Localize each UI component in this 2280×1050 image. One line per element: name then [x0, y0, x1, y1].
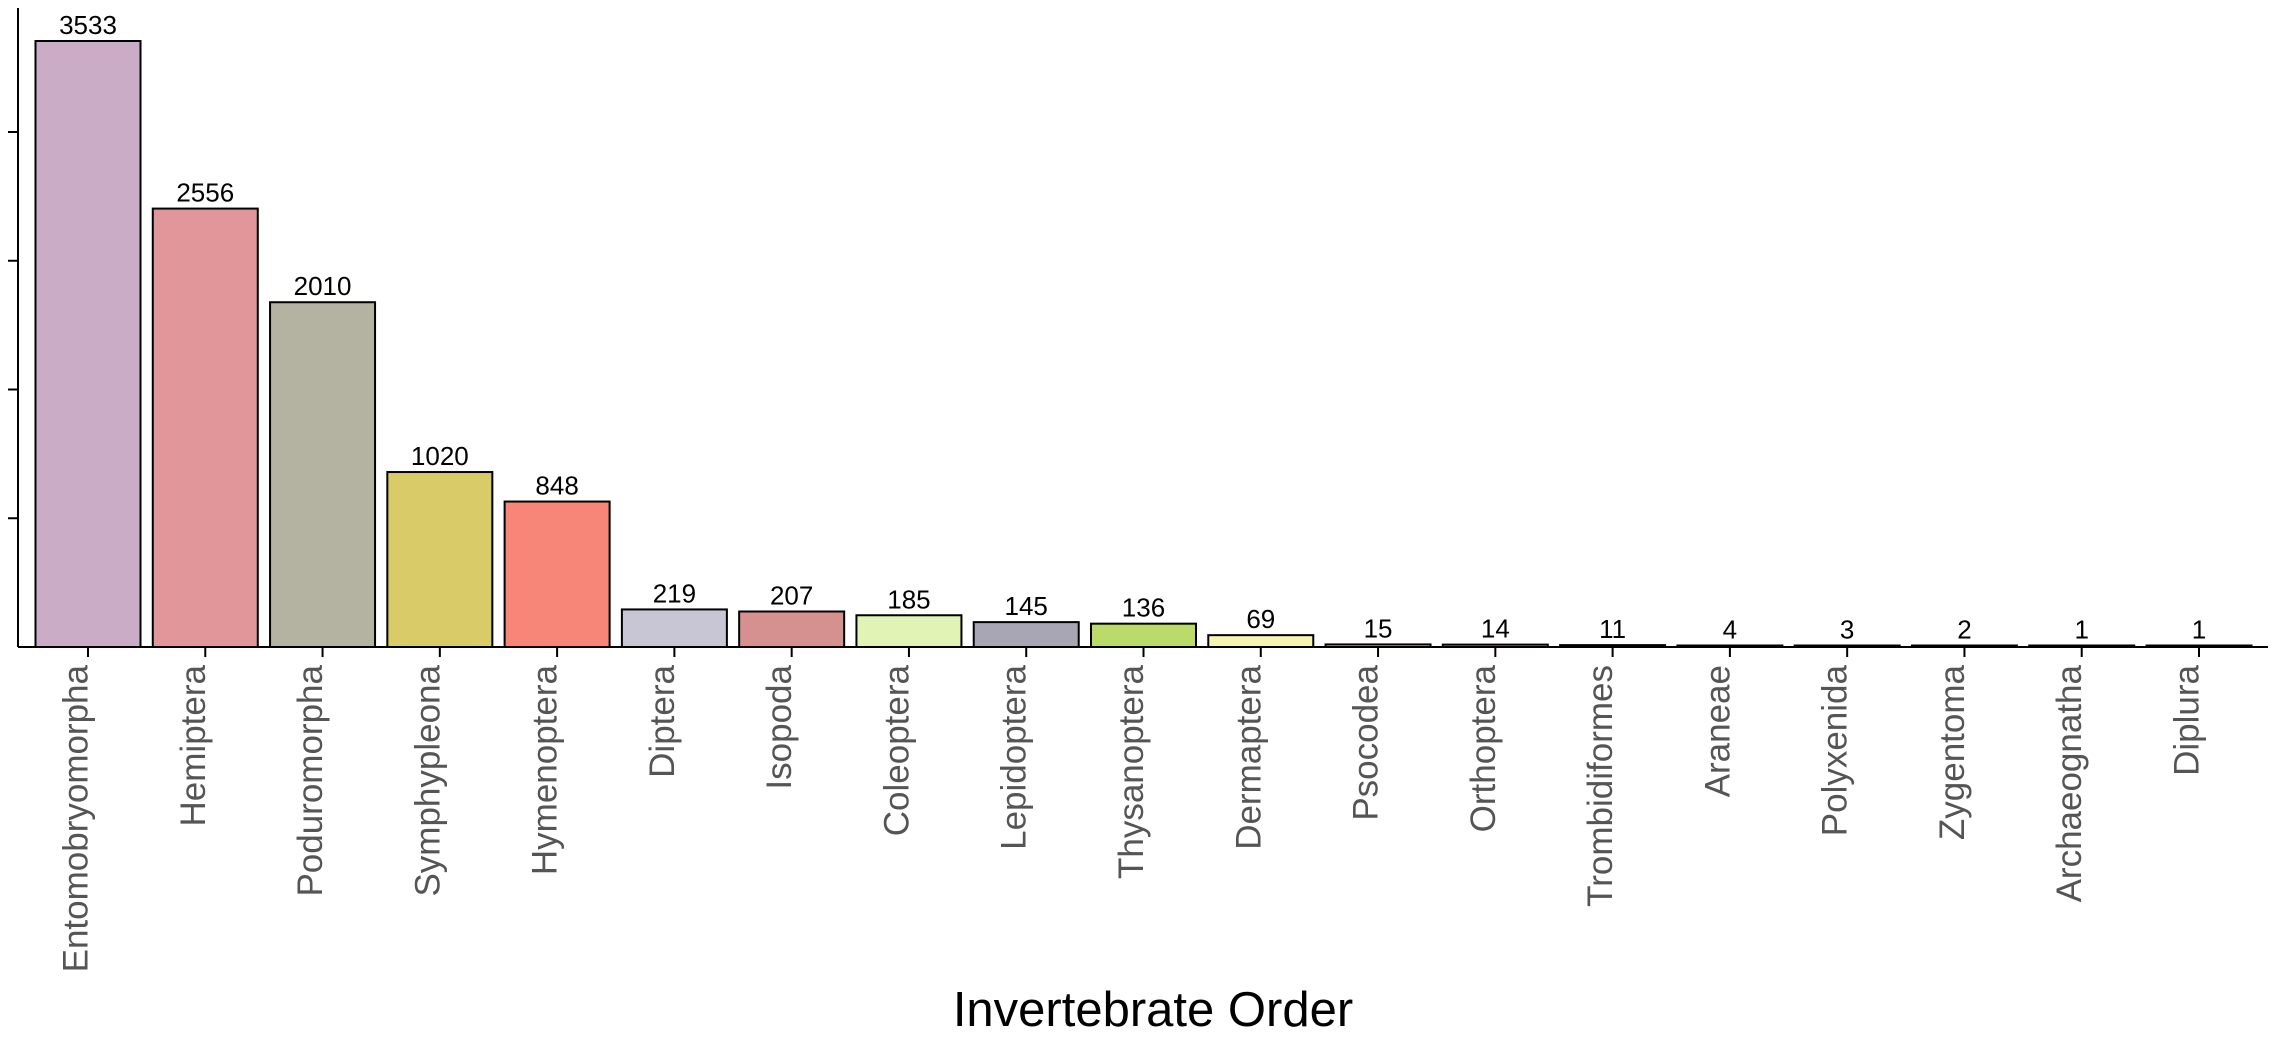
bars-layer: [34, 40, 2253, 649]
value-label-archaeognatha: 1: [2074, 615, 2088, 645]
x-tick-label-araneae: Araneae: [1698, 665, 1737, 797]
x-tick-label-psocodea: Psocodea: [1347, 664, 1386, 820]
x-tick-label-diplura: Diplura: [2168, 664, 2207, 775]
bar-hymenoptera: [503, 500, 611, 648]
value-label-poduromorpha: 2010: [294, 271, 352, 301]
x-tick-label-diptera: Diptera: [643, 664, 682, 777]
value-label-diplura: 1: [2192, 615, 2206, 645]
x-axis-title: Invertebrate Order: [953, 983, 1353, 1037]
x-tick-label-symphypleona: Symphypleona: [408, 664, 447, 896]
bar-entomobryomorpha: [34, 40, 142, 648]
x-tick-label-orthoptera: Orthoptera: [1464, 664, 1503, 832]
bar-dermaptera: [1207, 634, 1315, 649]
value-label-entomobryomorpha: 3533: [59, 10, 117, 40]
x-tick-labels-layer: Entomobryomorpha Hemiptera Poduromorpha Sym…: [57, 664, 2207, 972]
value-label-isopoda: 207: [770, 580, 813, 610]
value-label-diptera: 219: [653, 578, 696, 608]
x-ticks-layer: [87, 647, 2200, 657]
value-label-zygentoma: 2: [1957, 615, 1971, 645]
value-label-trombidiformes: 11: [1599, 614, 1626, 644]
bar-coleoptera: [855, 614, 963, 648]
x-tick-label-entomobryomorpha: Entomobryomorpha: [57, 664, 96, 972]
value-label-coleoptera: 185: [887, 584, 930, 614]
x-tick-label-archaeognatha: Archaeognatha: [2050, 664, 2089, 902]
value-label-araneae: 4: [1723, 615, 1737, 645]
bar-lepidoptera: [972, 621, 1080, 648]
value-label-symphypleona: 1020: [411, 441, 469, 471]
bar-thysanoptera: [1090, 622, 1197, 649]
value-label-thysanoptera: 136: [1122, 593, 1165, 623]
x-tick-label-thysanoptera: Thysanoptera: [1112, 664, 1151, 879]
x-tick-label-poduromorpha: Poduromorpha: [291, 664, 330, 896]
value-label-hemiptera: 2556: [176, 178, 234, 208]
bar-diptera: [620, 608, 728, 649]
bar-poduromorpha: [269, 301, 377, 648]
x-tick-label-trombidiformes: Trombidiformes: [1581, 665, 1620, 907]
value-label-dermaptera: 69: [1246, 604, 1275, 634]
bar-isopoda: [738, 610, 846, 649]
value-label-lepidoptera: 145: [1005, 591, 1048, 621]
x-tick-label-isopoda: Isopoda: [760, 664, 799, 789]
x-tick-label-lepidoptera: Lepidoptera: [995, 664, 1034, 849]
bar-symphypleona: [386, 471, 494, 649]
y-ticks-layer: [8, 131, 18, 520]
value-label-hymenoptera: 848: [535, 471, 578, 501]
x-tick-label-hymenoptera: Hymenoptera: [526, 664, 565, 875]
value-label-psocodea: 15: [1364, 613, 1393, 643]
value-label-polyxenida: 3: [1840, 615, 1854, 645]
x-tick-label-zygentoma: Zygentoma: [1933, 664, 1972, 840]
value-label-orthoptera: 14: [1481, 614, 1510, 644]
x-tick-label-coleoptera: Coleoptera: [877, 664, 916, 836]
bar-hemiptera: [151, 207, 259, 648]
x-tick-label-hemiptera: Hemiptera: [174, 664, 213, 826]
x-tick-label-polyxenida: Polyxenida: [1816, 664, 1855, 836]
x-tick-label-dermaptera: Dermaptera: [1229, 664, 1268, 849]
